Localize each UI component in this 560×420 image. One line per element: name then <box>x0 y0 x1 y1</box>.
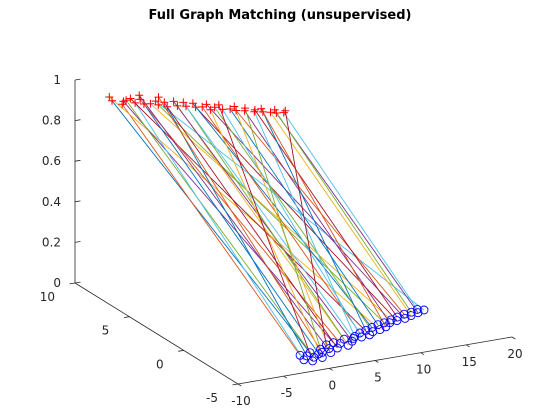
x-tick <box>512 337 515 339</box>
match-line <box>158 105 384 323</box>
match-line <box>183 102 353 338</box>
x-tick <box>238 384 241 386</box>
source-point <box>170 97 178 105</box>
x-tick <box>284 376 287 378</box>
y-tick <box>70 283 76 284</box>
z-tick-label: 1 <box>53 73 61 87</box>
source-point <box>281 107 289 115</box>
x-tick-label: 10 <box>416 363 431 377</box>
y-tick <box>178 350 184 351</box>
y-tick-label: 5 <box>102 324 110 338</box>
y-tick-label: -5 <box>206 391 218 405</box>
z-tick <box>75 160 81 161</box>
match-line <box>135 103 304 360</box>
match-line <box>271 112 412 315</box>
match-line <box>130 99 369 335</box>
match-line <box>122 104 300 355</box>
match-line <box>254 112 354 337</box>
z-tick <box>75 79 81 80</box>
source-point <box>280 109 288 117</box>
match-line <box>112 101 310 353</box>
x-tick <box>421 353 424 355</box>
x-tick-label: -10 <box>231 394 251 408</box>
z-tick <box>75 120 81 121</box>
x-tick-label: -5 <box>281 386 293 400</box>
z-tick <box>75 201 81 202</box>
match-line <box>193 103 372 327</box>
x-tick-label: 20 <box>507 347 522 361</box>
x-tick <box>375 361 378 363</box>
y-tick-label: 10 <box>40 290 55 304</box>
z-tick-label: 0.2 <box>42 235 61 249</box>
match-line <box>150 104 391 320</box>
x-tick <box>329 368 332 370</box>
z-tick <box>75 282 81 283</box>
x-tick-label: 15 <box>462 355 477 369</box>
source-point <box>135 91 143 99</box>
z-tick <box>75 242 81 243</box>
z-tick-label: 0.6 <box>42 154 61 168</box>
source-point <box>250 108 258 116</box>
match-line <box>234 107 329 349</box>
y-tick-label: 0 <box>156 357 164 371</box>
z-tick-label: 0.4 <box>42 195 61 209</box>
x-tick-label: 0 <box>328 378 336 392</box>
y-tick <box>233 384 239 385</box>
match-line <box>124 101 334 342</box>
match-line <box>167 107 337 348</box>
x-tick-label: 5 <box>374 371 382 385</box>
match-line <box>144 104 319 354</box>
match-line <box>202 107 360 333</box>
source-point <box>251 106 259 114</box>
match-line <box>139 95 331 352</box>
x-tick <box>466 345 469 347</box>
z-tick-label: 0 <box>53 276 61 290</box>
z-tick-label: 0.8 <box>42 114 61 128</box>
y-tick <box>124 317 129 318</box>
